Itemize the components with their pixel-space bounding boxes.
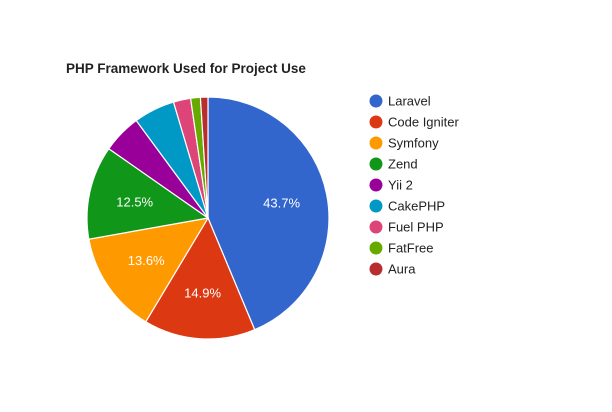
- legend-label-zend: Zend: [388, 157, 418, 172]
- legend-marker-fatfree: [369, 241, 383, 255]
- legend-marker-yii-2: [369, 178, 383, 192]
- chart-title: PHP Framework Used for Project Use: [66, 61, 306, 76]
- legend-label-code-igniter: Code Igniter: [388, 115, 459, 130]
- legend-item-yii-2[interactable]: Yii 2: [369, 178, 413, 193]
- slice-label-zend: 12.5%: [116, 194, 153, 209]
- legend-item-zend[interactable]: Zend: [369, 157, 418, 172]
- legend: Laravel Code Igniter Symfony Zend Yii 2 CakeP…: [369, 94, 460, 277]
- legend-item-aura[interactable]: Aura: [369, 262, 417, 277]
- pie-slice-aura[interactable]: [199, 96, 209, 219]
- legend-item-symfony[interactable]: Symfony: [369, 136, 440, 151]
- legend-marker-zend: [369, 157, 383, 171]
- legend-marker-cakephp: [369, 199, 383, 213]
- legend-item-code-igniter[interactable]: Code Igniter: [369, 115, 460, 130]
- legend-item-cakephp[interactable]: CakePHP: [369, 199, 446, 214]
- slice-label-symfony: 13.6%: [128, 253, 165, 268]
- legend-item-fatfree[interactable]: FatFree: [369, 241, 434, 256]
- legend-label-symfony: Symfony: [388, 136, 439, 151]
- pie-slice-laravel[interactable]: [207, 96, 330, 331]
- legend-marker-symfony: [369, 136, 383, 150]
- legend-label-yii-2: Yii 2: [388, 178, 413, 193]
- pie-slices: [86, 96, 330, 340]
- legend-marker-aura: [369, 262, 383, 276]
- legend-label-fuel-php: Fuel PHP: [388, 220, 444, 235]
- legend-label-fatfree: FatFree: [388, 241, 434, 256]
- legend-item-fuel-php[interactable]: Fuel PHP: [369, 220, 444, 235]
- legend-label-aura: Aura: [388, 262, 416, 277]
- legend-label-laravel: Laravel: [388, 94, 431, 109]
- legend-marker-code-igniter: [369, 115, 383, 129]
- legend-label-cakephp: CakePHP: [388, 199, 445, 214]
- pie-slice-zend[interactable]: [86, 147, 210, 240]
- legend-item-laravel[interactable]: Laravel: [369, 94, 431, 109]
- legend-marker-laravel: [369, 94, 383, 108]
- pie-slice-code-igniter[interactable]: [144, 216, 256, 340]
- pie-slice-symfony[interactable]: [88, 217, 210, 323]
- slice-label-laravel: 43.7%: [263, 196, 300, 211]
- legend-marker-fuel-php: [369, 220, 383, 234]
- pie-slice-labels: 43.7% 14.9% 13.6% 12.5%: [116, 194, 300, 300]
- slice-label-code-igniter: 14.9%: [184, 285, 221, 300]
